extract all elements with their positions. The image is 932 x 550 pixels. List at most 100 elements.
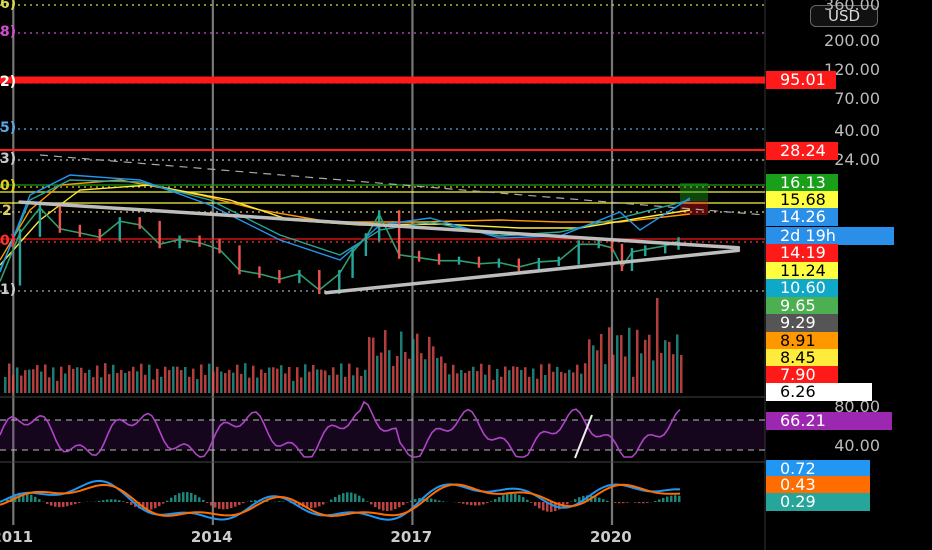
volume-bar <box>332 367 335 393</box>
volume-bar <box>296 367 299 393</box>
macd-histogram-bar <box>586 495 589 502</box>
macd-histogram-bar <box>582 495 585 502</box>
volume-bar <box>304 364 307 393</box>
price-axis-label: 24.00 <box>834 150 880 169</box>
volume-bar <box>436 357 439 393</box>
macd-histogram-bar <box>346 492 349 502</box>
price-tag: 95.01 <box>766 71 836 89</box>
volume-bar <box>96 365 99 393</box>
price-tag: 0.72 <box>766 460 870 478</box>
volume-bar <box>164 366 167 393</box>
price-tag: 9.29 <box>766 314 838 332</box>
volume-bar <box>556 366 559 393</box>
currency-button[interactable]: USD <box>810 5 878 27</box>
volume-bar <box>144 374 147 393</box>
macd-histogram-bar <box>426 497 429 502</box>
volume-bar <box>396 355 399 393</box>
macd-histogram-bar <box>210 502 213 506</box>
time-axis-label: 2014 <box>190 528 233 546</box>
macd-histogram-bar <box>410 500 413 502</box>
volume-bar <box>48 377 51 393</box>
macd-histogram-bar <box>254 500 257 502</box>
macd-histogram-bar <box>266 501 269 502</box>
volume-bar <box>28 369 31 393</box>
volume-bar <box>56 380 59 393</box>
macd-histogram-bar <box>578 497 581 502</box>
price-axis-label: 120.00 <box>824 60 880 79</box>
macd-histogram-bar <box>478 502 481 506</box>
volume-bar <box>616 335 619 393</box>
fib-level-label: 0) <box>0 233 17 249</box>
volume-bar <box>268 367 271 393</box>
volume-bar <box>528 376 531 393</box>
volume-bar <box>428 336 431 393</box>
price-tag: 28.24 <box>766 142 838 160</box>
macd-histogram-bar <box>494 499 497 502</box>
macd-histogram-bar <box>146 502 149 511</box>
volume-bar <box>312 365 315 393</box>
macd-histogram-bar <box>278 501 281 502</box>
volume-bar <box>512 366 515 393</box>
volume-bar <box>236 364 239 393</box>
volume-bar <box>260 369 263 393</box>
volume-bar <box>172 366 175 393</box>
volume-bar <box>180 370 183 393</box>
volume-bar <box>452 364 455 393</box>
trendline-2 <box>324 248 741 295</box>
macd-histogram-bar <box>638 502 641 504</box>
volume-bar <box>464 372 467 393</box>
volume-bar <box>36 365 39 393</box>
macd-histogram-bar <box>438 500 441 502</box>
volume-bar <box>544 375 547 393</box>
macd-histogram-bar <box>434 499 437 502</box>
volume-bar <box>132 366 135 393</box>
macd-histogram-bar <box>618 502 621 504</box>
macd-histogram-bar <box>470 502 473 506</box>
volume-bar <box>188 376 191 393</box>
trendline-1 <box>18 200 741 250</box>
macd-histogram-bar <box>154 502 157 509</box>
volume-bar <box>548 363 551 393</box>
price-tag: 0.29 <box>766 493 870 511</box>
macd-histogram-bar <box>194 494 197 502</box>
volume-bar <box>664 340 667 393</box>
macd-histogram-bar <box>202 500 205 502</box>
volume-bar <box>404 351 407 393</box>
volume-bar <box>568 369 571 393</box>
macd-histogram-bar <box>522 497 525 502</box>
volume-bar <box>344 376 347 393</box>
macd-histogram-bar <box>54 502 57 507</box>
price-tag: 66.21 <box>766 412 892 430</box>
macd-histogram-bar <box>174 495 177 502</box>
volume-bar <box>676 334 679 393</box>
volume-bar <box>196 379 199 393</box>
macd-histogram-bar <box>110 499 113 502</box>
volume-bar <box>420 353 423 393</box>
volume-bar <box>384 330 387 393</box>
volume-bar <box>588 339 591 393</box>
volume-bar <box>336 374 339 393</box>
macd-histogram-bar <box>358 495 361 502</box>
macd-histogram-bar <box>370 502 373 505</box>
volume-bar <box>148 364 151 393</box>
price-tag: 9.65 <box>766 297 838 315</box>
macd-histogram-bar <box>674 495 677 502</box>
volume-bar <box>376 355 379 393</box>
macd-histogram-bar <box>542 502 545 511</box>
volume-bar <box>76 367 79 393</box>
macd-histogram-bar <box>150 502 153 510</box>
macd-histogram-bar <box>62 502 65 507</box>
volume-bar <box>352 375 355 393</box>
volume-bar <box>648 334 651 393</box>
fib-level-label: 1) <box>0 282 17 298</box>
oscillator-axis-label: 80.00 <box>834 397 880 416</box>
volume-bar <box>24 370 27 393</box>
macd-histogram-bar <box>566 502 569 505</box>
volume-bar <box>500 376 503 393</box>
macd-signal-line <box>0 483 681 518</box>
volume-bar <box>660 353 663 393</box>
macd-histogram-bar <box>178 493 181 502</box>
macd-histogram-bar <box>474 502 477 506</box>
macd-histogram-bar <box>666 496 669 502</box>
